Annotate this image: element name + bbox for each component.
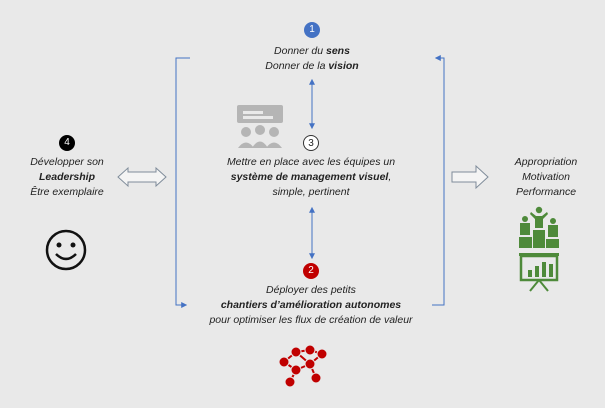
step-3-line1: Mettre en place avec les équipes un <box>226 156 396 168</box>
outcome-2: Motivation <box>522 171 570 183</box>
step-4-badge: 4 <box>59 135 75 151</box>
step-2-line2: chantiers d’amélioration autonomes <box>220 299 402 311</box>
step-2-text: Déployer des petits chantiers d’améliora… <box>190 283 432 328</box>
presentation-chart-icon <box>519 253 559 292</box>
step-1-badge: 1 <box>304 22 320 38</box>
step-4-line2: Leadership <box>38 171 96 183</box>
step-1-text: Donner du sens Donner de la vision <box>232 44 392 74</box>
left-bracket <box>175 57 190 308</box>
step-3-text: Mettre en place avec les équipes un syst… <box>200 155 422 200</box>
step-2-line1: Déployer des petits <box>266 284 356 296</box>
step-1-line1: Donner du sens <box>274 45 350 57</box>
outcome-3: Performance <box>515 186 577 198</box>
right-bracket <box>432 55 445 306</box>
step-3-line3: simple, pertinent <box>272 186 350 198</box>
step-4-line3: Être exemplaire <box>30 186 104 198</box>
network-people-icon <box>278 344 328 388</box>
team-meeting-icon <box>237 105 283 148</box>
step-1-line2: Donner de la vision <box>265 60 359 72</box>
double-block-arrow-left <box>117 166 167 188</box>
step-4-line1: Développer son <box>30 156 104 168</box>
outcome-1: Appropriation <box>514 156 578 168</box>
step-3-line2: système de management visuel, <box>230 171 392 183</box>
step-2-badge: 2 <box>303 263 319 279</box>
step-2-line3: pour optimiser les flux de création de v… <box>209 314 413 326</box>
step-4-text: Développer son Leadership Être exemplair… <box>12 155 122 200</box>
outcomes-list: Appropriation Motivation Performance <box>494 155 598 200</box>
podium-icon <box>519 206 559 248</box>
step-3-badge: 3 <box>303 135 319 151</box>
block-arrow-right <box>451 164 489 190</box>
smiley-icon <box>45 229 87 271</box>
